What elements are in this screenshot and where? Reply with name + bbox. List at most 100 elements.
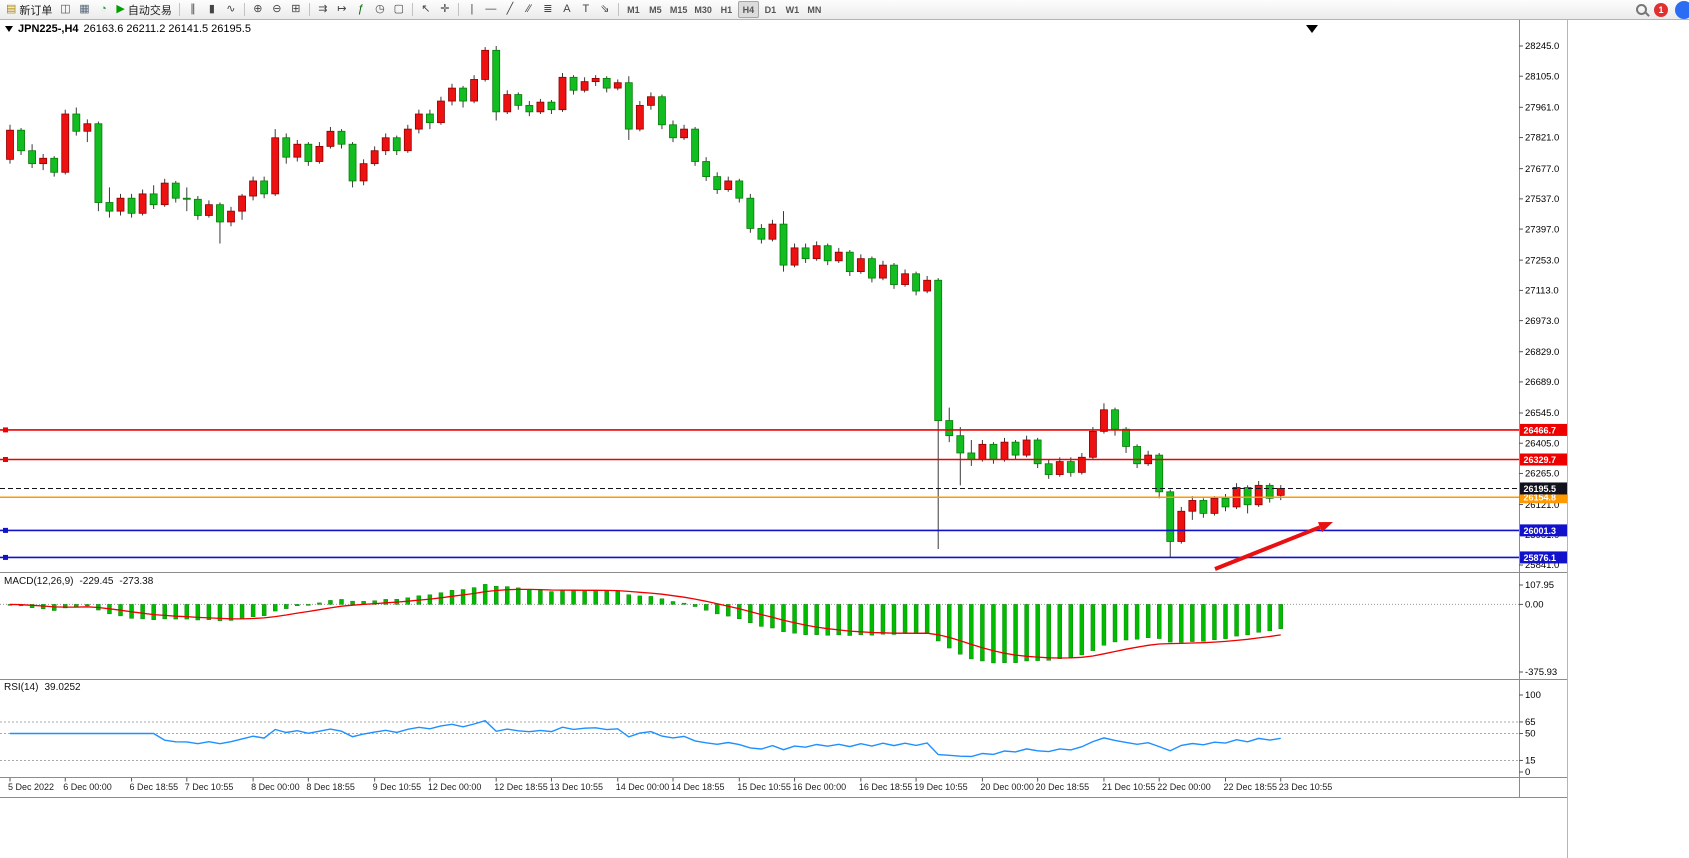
auto-scroll-button[interactable]: ⇉	[314, 1, 332, 18]
label-button[interactable]: T	[577, 1, 595, 18]
toolbar-right: 1	[1636, 0, 1689, 19]
price-axis-label: 25841.0	[1525, 560, 1559, 571]
support-line-2[interactable]: 25876.1	[0, 551, 1567, 564]
bid-price-line-price-marker	[1520, 482, 1567, 495]
candlestick-chart-button[interactable]: ▮	[203, 1, 221, 18]
cursor-button[interactable]: ↖	[417, 1, 435, 18]
toolbar-separator	[178, 3, 180, 16]
market-watch-button[interactable]: ◔	[94, 1, 112, 18]
time-axis-label: 14 Dec 00:00	[616, 782, 670, 792]
templates-button[interactable]: ▢	[390, 1, 408, 18]
horizontal-line-button[interactable]: —	[482, 1, 500, 18]
price-axis[interactable]: 28245.0 28105.0 27961.0 27821.0 27677.0 27537…	[1519, 41, 1559, 571]
text-icon: A	[563, 3, 571, 15]
svg-text:26466.7: 26466.7	[1524, 425, 1557, 435]
price-axis-label: 26973.0	[1525, 316, 1559, 327]
timeframe-mn-button[interactable]: MN	[807, 4, 822, 15]
chart-info-bar: JPN225-,H4 26163.6 26211.2 26141.5 26195…	[5, 23, 251, 35]
vertical-line-button[interactable]: |	[463, 1, 481, 18]
panel-separators[interactable]	[0, 572, 1567, 798]
channel-button[interactable]: ∕∕	[520, 1, 538, 18]
timeframe-m15-button[interactable]: M15	[669, 4, 688, 15]
timeframe-m1-button[interactable]: M1	[627, 4, 640, 15]
timeframe-h4-button[interactable]: H4	[737, 1, 759, 18]
time-axis-label: 20 Dec 18:55	[1036, 782, 1090, 792]
resistance-line-1[interactable]: 26466.7	[0, 423, 1567, 436]
indicators-icon: ƒ	[357, 3, 364, 15]
cursor-icon: ↖	[421, 3, 431, 15]
toolbar-buttons: ▤ 新订单 ◫ ▦ ◔ ▶ 自动交易 ∥ ▮ ∿ ⊕ ⊖ ⊞ ⇉ ↦ ƒ ◷ ▢ ↖ ✛ | — ╱ ∕∕ ≣ A T ⇘ M1 M5 M1…	[3, 0, 825, 19]
time-axis-label: 9 Dec 10:55	[373, 782, 422, 792]
rsi-value: 39.0252	[44, 682, 81, 693]
price-axis-label: 26265.0	[1525, 469, 1559, 480]
channel-icon: ∕∕	[527, 3, 531, 15]
time-axis-label: 22 Dec 00:00	[1157, 782, 1211, 792]
time-axis-label: 19 Dec 10:55	[914, 782, 968, 792]
timeframe-d1-button[interactable]: D1	[764, 4, 777, 15]
price-axis-label: 27113.0	[1525, 286, 1559, 297]
support-line-1[interactable]: 26001.3	[0, 524, 1567, 537]
svg-text:26154.8: 26154.8	[1524, 493, 1557, 503]
time-axis-label: 12 Dec 00:00	[428, 782, 482, 792]
line-chart-button[interactable]: ∿	[222, 1, 240, 18]
toolbar-separator	[308, 3, 310, 16]
time-axis-label: 20 Dec 00:00	[980, 782, 1034, 792]
chart-shift-icon: ↦	[337, 3, 347, 15]
time-axis-label: 22 Dec 18:55	[1224, 782, 1278, 792]
resistance-line-1-price-marker	[1520, 423, 1567, 436]
zoom-in-button[interactable]: ⊕	[249, 1, 267, 18]
tile-windows-button[interactable]: ⊞	[287, 1, 305, 18]
autotrading-icon: ▶	[116, 3, 125, 15]
logo-icon	[1675, 0, 1689, 19]
svg-text:-375.93: -375.93	[1525, 667, 1557, 678]
time-axis-label: 6 Dec 00:00	[63, 782, 112, 792]
price-axis-label: 28245.0	[1525, 41, 1559, 52]
time-axis-label: 16 Dec 00:00	[793, 782, 847, 792]
chart-shift-marker[interactable]	[1306, 25, 1318, 33]
timeframe-w1-button[interactable]: W1	[785, 4, 800, 15]
timeframe-m30-button[interactable]: M30	[694, 4, 712, 15]
macd-label: MACD(12,26,9) -229.45 -273.38	[4, 576, 153, 587]
price-axis-label: 27537.0	[1525, 194, 1559, 205]
time-axis-label: 8 Dec 18:55	[306, 782, 355, 792]
search-icon[interactable]	[1636, 4, 1647, 15]
price-axis-label: 27397.0	[1525, 224, 1559, 235]
timeframe-m5-button[interactable]: M5	[649, 4, 662, 15]
bar-chart-icon: ∥	[190, 3, 196, 15]
chart-plot-area[interactable]	[0, 20, 1519, 572]
svg-text:0.00: 0.00	[1525, 600, 1544, 611]
candlestick-chart-icon: ▮	[208, 3, 215, 15]
charts-window-button[interactable]: ◫	[56, 1, 74, 18]
crosshair-button[interactable]: ✛	[436, 1, 454, 18]
crosshair-icon: ✛	[440, 3, 450, 15]
profiles-button[interactable]: ▦	[75, 1, 93, 18]
fibonacci-button[interactable]: ≣	[539, 1, 557, 18]
chart-canvas[interactable]: 28245.0 28105.0 27961.0 27821.0 27677.0 27537…	[0, 20, 1689, 858]
text-button[interactable]: A	[558, 1, 576, 18]
notification-badge[interactable]: 1	[1654, 2, 1668, 17]
zoom-out-icon: ⊖	[272, 3, 282, 15]
chart-shift-button[interactable]: ↦	[333, 1, 351, 18]
trend-arrow[interactable]	[1214, 522, 1333, 571]
trendline-icon: ╱	[506, 3, 514, 15]
arrows-button[interactable]: ⇘	[596, 1, 614, 18]
autotrading-button[interactable]: ▶ 自动交易	[113, 1, 174, 18]
time-axis[interactable]: 5 Dec 2022 6 Dec 00:00 6 Dec 18:55 7 Dec 10…	[8, 778, 1332, 792]
axis-frame	[1519, 20, 1568, 858]
candlestick-series	[6, 46, 1285, 558]
periods-button[interactable]: ◷	[371, 1, 389, 18]
new-order-button[interactable]: ▤ 新订单	[3, 1, 55, 18]
bid-price-line[interactable]: 26195.5	[0, 482, 1567, 495]
resistance-line-2[interactable]: 26329.7	[0, 453, 1567, 466]
price-axis-label: 26829.0	[1525, 347, 1559, 358]
trendline-button[interactable]: ╱	[501, 1, 519, 18]
one-click-trading-icon[interactable]	[5, 26, 13, 32]
svg-text:25876.1: 25876.1	[1524, 553, 1557, 563]
indicators-button[interactable]: ƒ	[352, 1, 370, 18]
zoom-out-button[interactable]: ⊖	[268, 1, 286, 18]
timeframe-h1-button[interactable]: H1	[720, 4, 733, 15]
chart-ohlc: 26163.6 26211.2 26141.5 26195.5	[83, 23, 251, 35]
macd-signal-line	[9, 588, 1281, 659]
toolbar-separator	[617, 3, 619, 16]
bar-chart-button[interactable]: ∥	[184, 1, 202, 18]
